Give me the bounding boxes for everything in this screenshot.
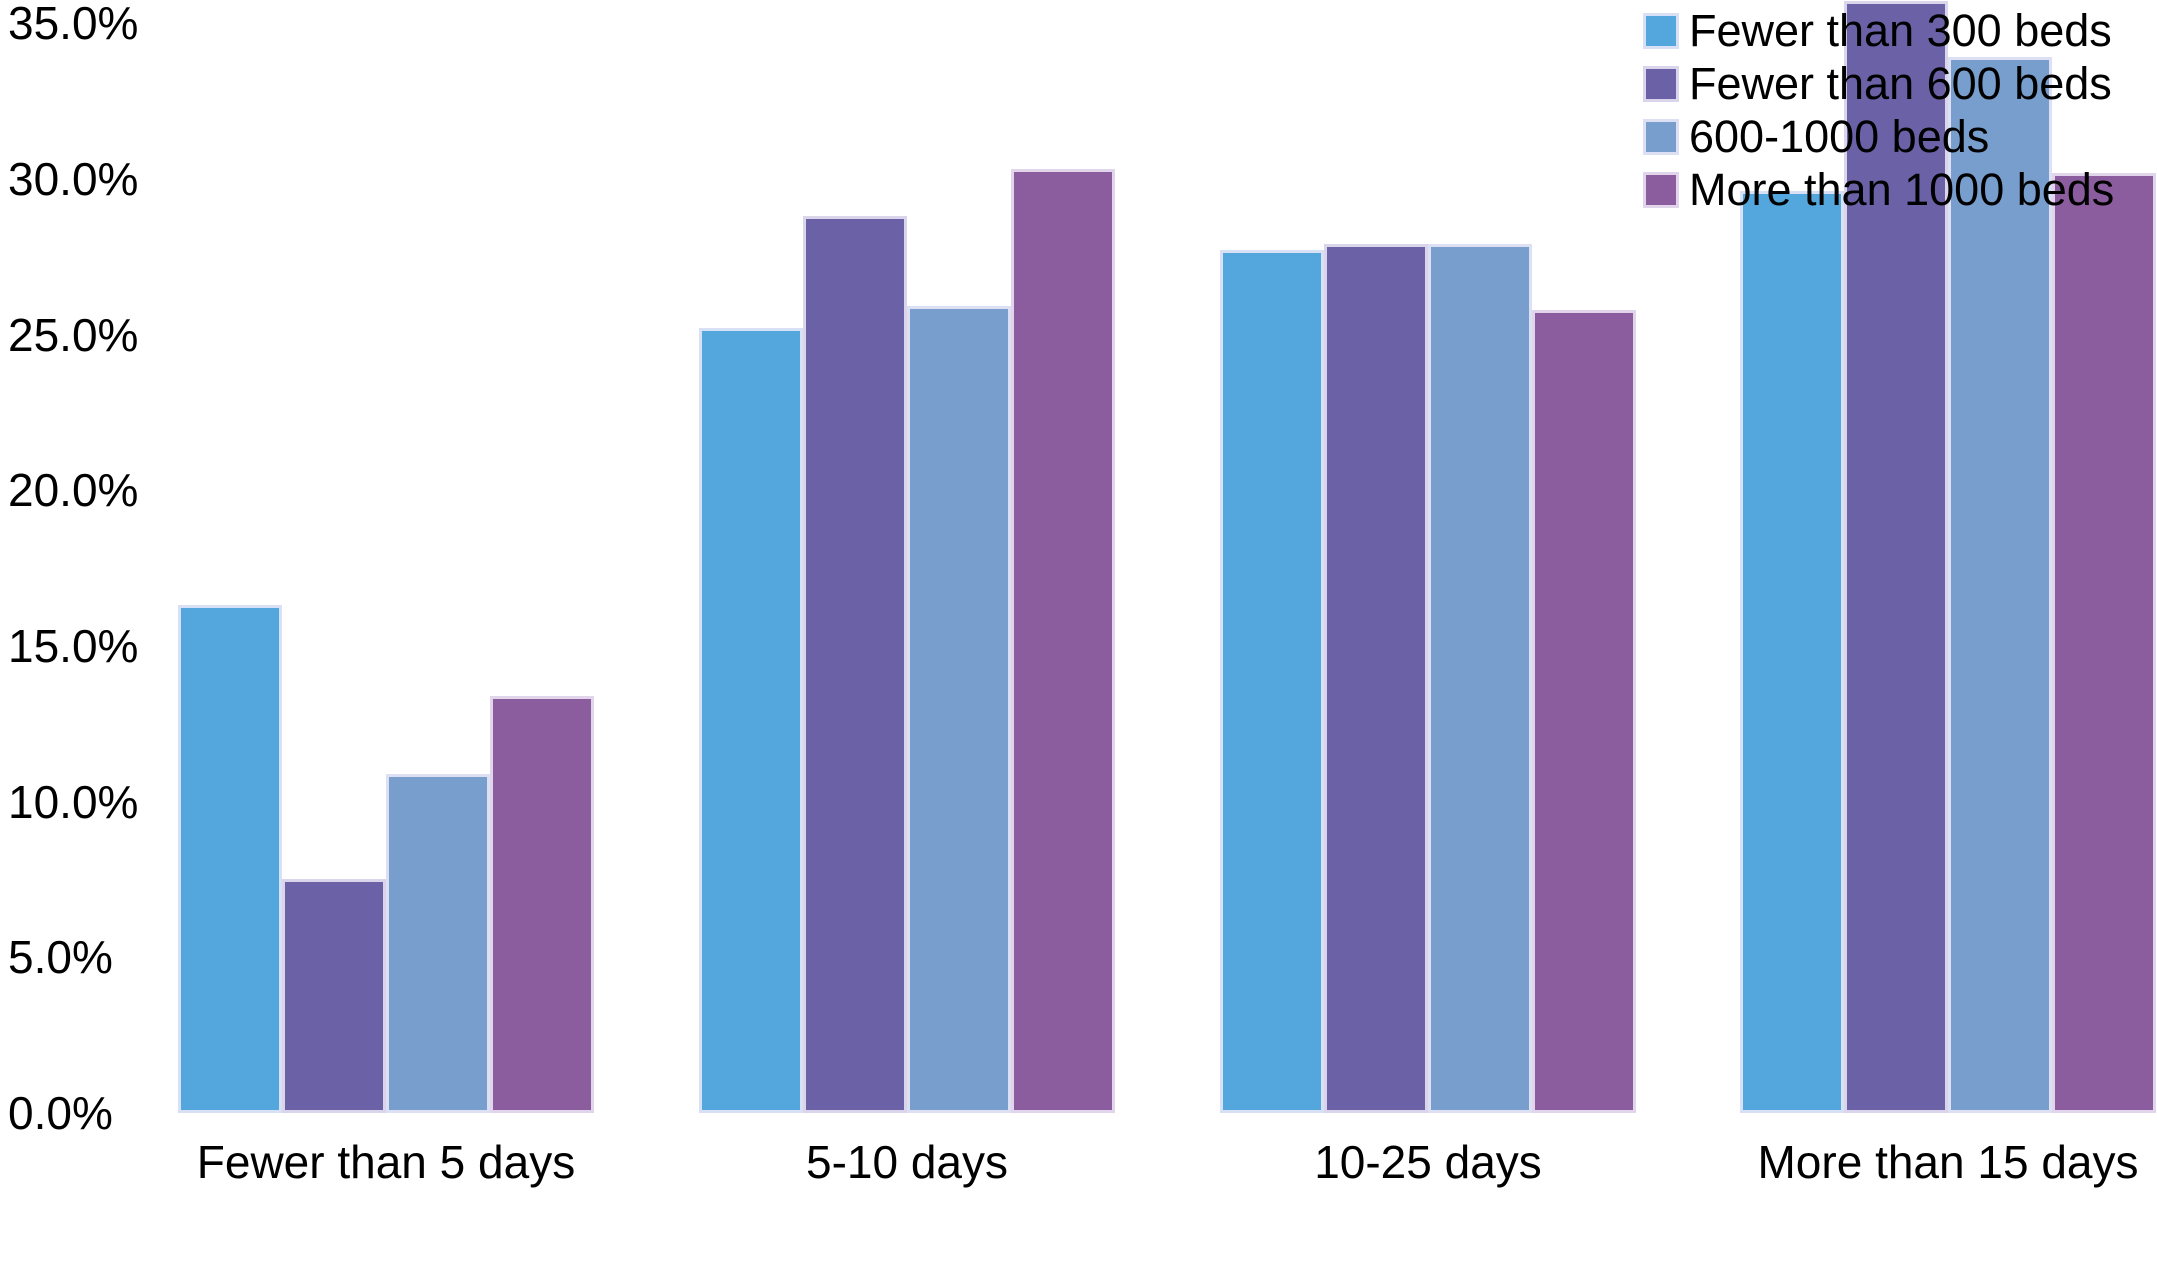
bar bbox=[490, 696, 594, 1113]
legend-swatch bbox=[1643, 171, 1679, 208]
y-axis-tick-label: 15.0% bbox=[8, 619, 139, 672]
y-axis-tick-label: 10.0% bbox=[8, 775, 139, 828]
legend-label: 600-1000 beds bbox=[1689, 111, 1990, 162]
y-axis-tick-label: 20.0% bbox=[8, 464, 139, 517]
legend-swatch bbox=[1643, 65, 1679, 102]
legend-item: Fewer than 600 beds bbox=[1643, 57, 2114, 110]
legend-item: More than 1000 beds bbox=[1643, 163, 2114, 216]
y-axis-tick-label: 5.0% bbox=[8, 931, 113, 984]
y-axis-tick-label: 30.0% bbox=[8, 152, 139, 205]
x-axis-category-label: 10-25 days bbox=[1314, 1136, 1542, 1188]
bar bbox=[1011, 169, 1115, 1113]
bar bbox=[1948, 57, 2052, 1113]
bar bbox=[1844, 1, 1948, 1113]
bar bbox=[803, 216, 907, 1113]
bar bbox=[2052, 173, 2156, 1113]
y-axis-tick-label: 0.0% bbox=[8, 1087, 113, 1139]
bar bbox=[1428, 244, 1532, 1113]
bar bbox=[178, 605, 282, 1113]
legend-swatch bbox=[1643, 118, 1679, 155]
x-axis-category-label: More than 15 days bbox=[1757, 1136, 2139, 1188]
legend-label: Fewer than 300 beds bbox=[1689, 5, 2112, 56]
legend: Fewer than 300 beds Fewer than 600 beds 60… bbox=[1643, 4, 2114, 216]
legend-label: Fewer than 600 beds bbox=[1689, 58, 2112, 109]
legend-item: 600-1000 beds bbox=[1643, 110, 2114, 163]
bar bbox=[1324, 244, 1428, 1113]
legend-swatch bbox=[1643, 12, 1679, 49]
y-axis-tick-label: 25.0% bbox=[8, 308, 139, 361]
bar bbox=[1220, 250, 1324, 1113]
bar bbox=[699, 328, 803, 1113]
bar bbox=[282, 879, 386, 1113]
legend-label: More than 1000 beds bbox=[1689, 164, 2115, 215]
bar bbox=[1740, 191, 1844, 1113]
bar bbox=[907, 306, 1011, 1113]
x-axis-category-label: Fewer than 5 days bbox=[196, 1136, 576, 1188]
y-axis-tick-label: 35.0% bbox=[8, 0, 139, 50]
legend-item: Fewer than 300 beds bbox=[1643, 4, 2114, 57]
bar bbox=[1532, 310, 1636, 1113]
x-axis-category-label: 5-10 days bbox=[805, 1136, 1008, 1188]
bar bbox=[386, 774, 490, 1113]
